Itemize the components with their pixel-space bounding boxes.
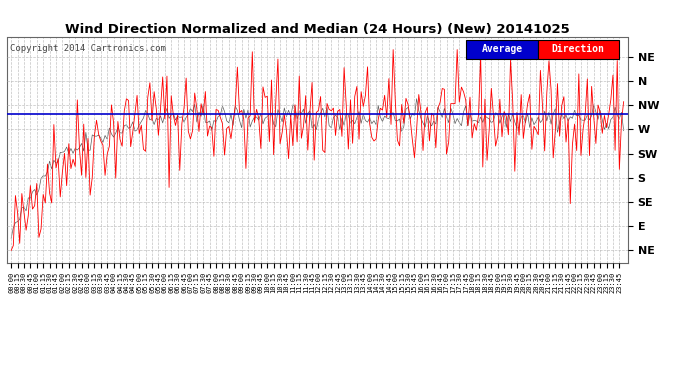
Title: Wind Direction Normalized and Median (24 Hours) (New) 20141025: Wind Direction Normalized and Median (24…	[65, 23, 570, 36]
Bar	[538, 40, 619, 59]
Text: Copyright 2014 Cartronics.com: Copyright 2014 Cartronics.com	[10, 44, 166, 53]
Text: Average: Average	[482, 44, 523, 54]
Bar	[466, 40, 538, 59]
Text: Direction: Direction	[552, 44, 604, 54]
